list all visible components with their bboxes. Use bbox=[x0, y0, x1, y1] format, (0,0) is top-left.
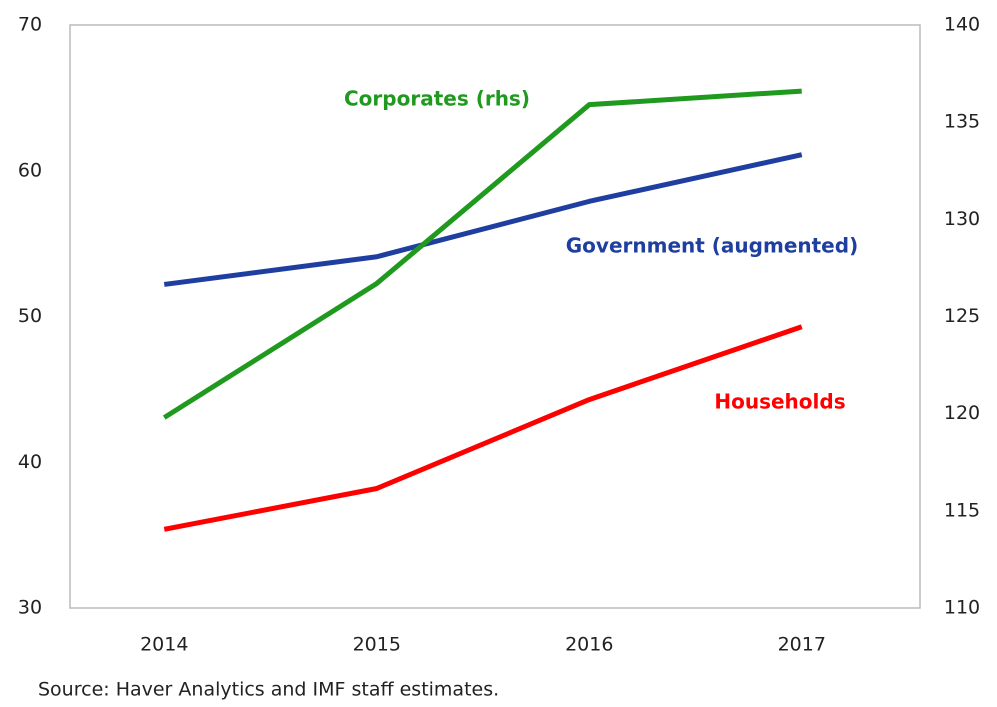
series-label: Households bbox=[714, 390, 845, 414]
plot-frame bbox=[69, 24, 921, 609]
x-tick-label: 2016 bbox=[565, 634, 613, 656]
x-tick-label: 2014 bbox=[140, 634, 188, 656]
series-label: Corporates (rhs) bbox=[344, 87, 530, 111]
y2-tick-label: 110 bbox=[944, 597, 980, 619]
y2-tick-label: 120 bbox=[944, 402, 980, 424]
y2-tick-label: 140 bbox=[944, 14, 980, 36]
y-tick-label: 60 bbox=[18, 159, 42, 181]
y2-tick-label: 125 bbox=[944, 305, 980, 327]
series-line bbox=[162, 88, 802, 420]
y2-tick-label: 115 bbox=[944, 499, 980, 521]
series-line bbox=[163, 152, 803, 287]
y-tick-label: 50 bbox=[18, 305, 42, 327]
y-tick-label: 70 bbox=[18, 14, 42, 36]
series-label: Government (augmented) bbox=[566, 234, 858, 258]
y-tick-label: 40 bbox=[18, 451, 42, 473]
source-note: Source: Haver Analytics and IMF staff es… bbox=[38, 679, 499, 701]
y2-tick-label: 130 bbox=[944, 208, 980, 230]
y-tick-label: 30 bbox=[18, 597, 42, 619]
series-line bbox=[163, 324, 803, 532]
x-tick-label: 2015 bbox=[353, 634, 401, 656]
y2-tick-label: 135 bbox=[944, 111, 980, 133]
x-tick-label: 2017 bbox=[778, 634, 826, 656]
